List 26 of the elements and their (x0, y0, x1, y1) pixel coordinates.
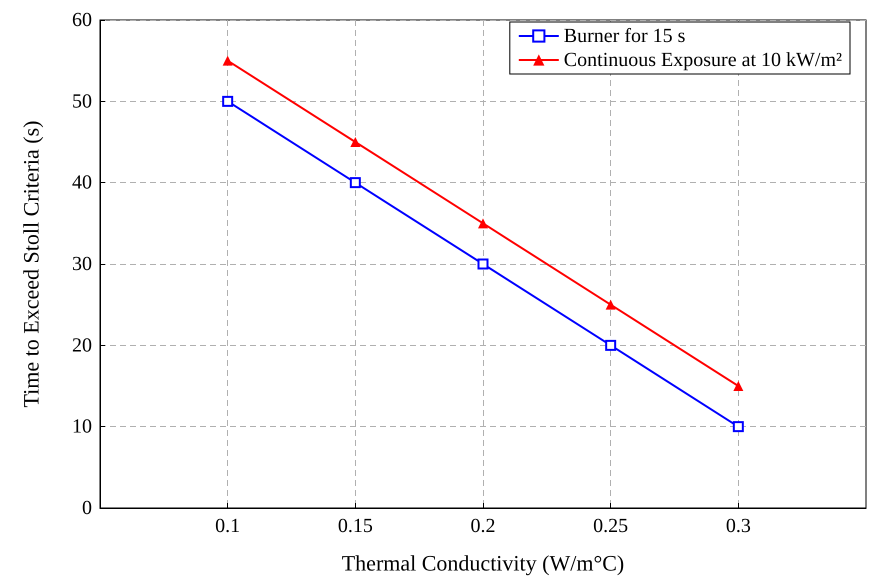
y-tick-label: 10 (72, 416, 92, 438)
x-tick-label: 0.15 (338, 515, 373, 537)
legend-label: Continuous Exposure at 10 kW/m² (564, 49, 842, 71)
y-tick-label: 60 (72, 9, 92, 31)
legend-label: Burner for 15 s (564, 25, 686, 47)
point (350, 177, 361, 188)
point (478, 258, 488, 270)
y-tick-label: 20 (72, 334, 92, 356)
point (222, 56, 233, 66)
x-tick-label: 0.25 (593, 515, 628, 537)
x-tick-label: 0.3 (726, 515, 751, 537)
x-tick-label: 0.2 (470, 515, 496, 537)
point (605, 340, 616, 351)
y-axis-title: Time to Exceed Stoll Criteria (s) (18, 120, 44, 408)
point (350, 137, 360, 147)
x-tick-label: 0.1 (215, 515, 240, 537)
point (222, 96, 234, 107)
y-tick-label: 0 (82, 497, 92, 519)
y-tick-label: 30 (72, 253, 92, 275)
y-tick-label: 50 (72, 90, 92, 112)
point (733, 381, 744, 391)
y-tick-label: 40 (72, 172, 92, 194)
point (732, 421, 744, 432)
point (478, 218, 488, 228)
point (606, 300, 616, 310)
x-axis-title: Thermal Conductivity (W/m°C) (342, 550, 624, 576)
